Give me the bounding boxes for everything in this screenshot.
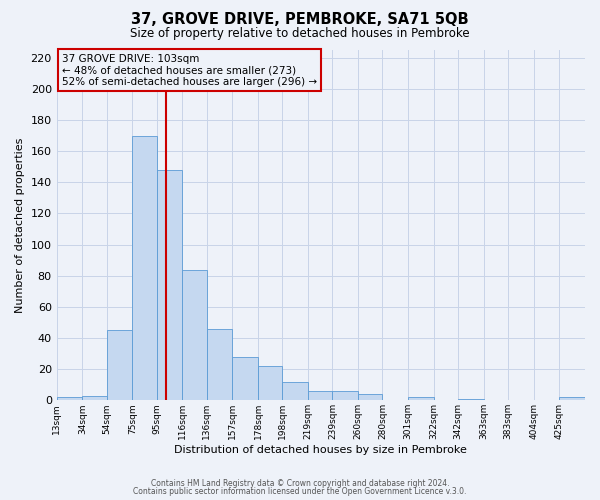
Text: Contains public sector information licensed under the Open Government Licence v.: Contains public sector information licen… [133, 487, 467, 496]
Bar [559, 397, 585, 400]
Bar [56, 397, 82, 400]
Text: 37, GROVE DRIVE, PEMBROKE, SA71 5QB: 37, GROVE DRIVE, PEMBROKE, SA71 5QB [131, 12, 469, 28]
Bar [258, 366, 283, 400]
Bar [157, 170, 182, 400]
Text: Contains HM Land Registry data © Crown copyright and database right 2024.: Contains HM Land Registry data © Crown c… [151, 478, 449, 488]
Bar [133, 136, 157, 400]
Y-axis label: Number of detached properties: Number of detached properties [15, 138, 25, 313]
X-axis label: Distribution of detached houses by size in Pembroke: Distribution of detached houses by size … [175, 445, 467, 455]
Bar [458, 398, 484, 400]
Bar [232, 356, 258, 401]
Bar [107, 330, 133, 400]
Bar [358, 394, 382, 400]
Bar [182, 270, 207, 400]
Text: Size of property relative to detached houses in Pembroke: Size of property relative to detached ho… [130, 28, 470, 40]
Bar [283, 382, 308, 400]
Text: 37 GROVE DRIVE: 103sqm
← 48% of detached houses are smaller (273)
52% of semi-de: 37 GROVE DRIVE: 103sqm ← 48% of detached… [62, 54, 317, 86]
Bar [408, 397, 434, 400]
Bar [332, 391, 358, 400]
Bar [82, 396, 107, 400]
Bar [308, 391, 332, 400]
Bar [207, 328, 232, 400]
